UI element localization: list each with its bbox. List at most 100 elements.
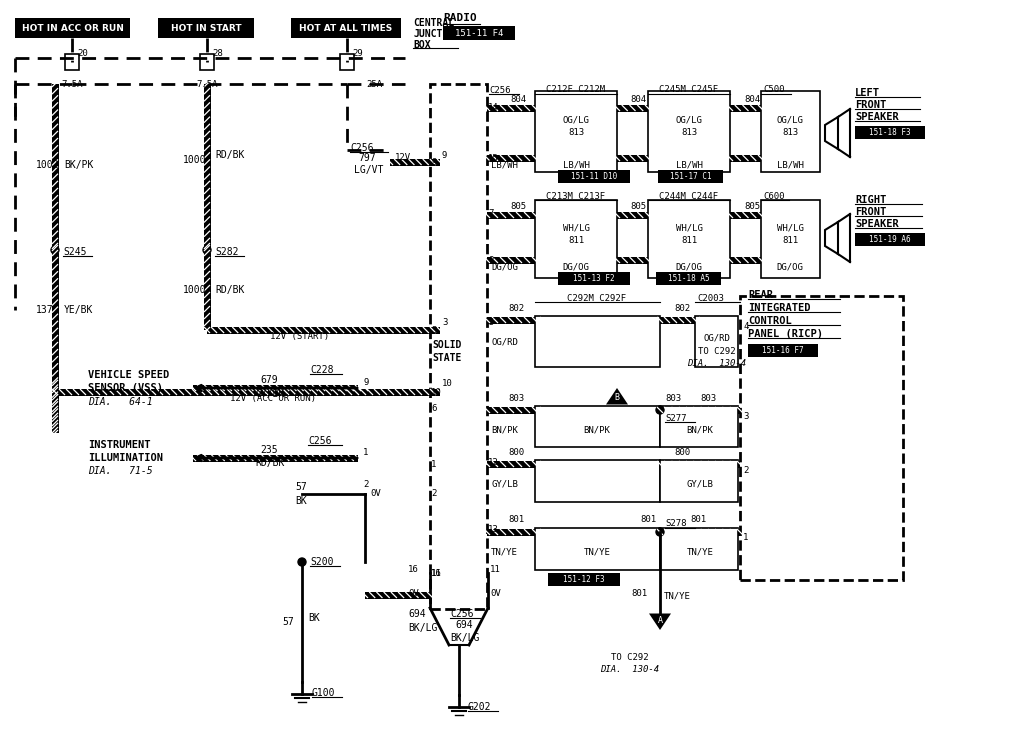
Bar (51, 84, 58, 248)
Bar (535, 460, 660, 502)
Text: 694: 694 (455, 620, 473, 630)
Text: 6: 6 (431, 403, 437, 412)
Text: 151-17 C1: 151-17 C1 (670, 172, 711, 181)
Bar (660, 529, 740, 536)
Text: RD/BK: RD/BK (215, 150, 244, 160)
Text: INSTRUMENT: INSTRUMENT (88, 440, 150, 450)
Text: 813: 813 (681, 127, 697, 136)
Text: 2: 2 (743, 465, 749, 474)
Text: 14: 14 (488, 102, 499, 111)
Text: JUNCTION: JUNCTION (413, 29, 460, 39)
Text: DG/OG: DG/OG (491, 263, 518, 272)
Bar (51, 253, 58, 430)
Polygon shape (825, 222, 838, 254)
Text: S282: S282 (215, 247, 238, 257)
Text: BK/LG: BK/LG (408, 623, 438, 633)
Bar (204, 253, 211, 330)
Circle shape (656, 406, 664, 414)
Bar (535, 200, 617, 278)
Text: 0V: 0V (490, 589, 500, 598)
Text: 801: 801 (640, 515, 656, 524)
Text: C256: C256 (450, 609, 474, 619)
Text: BOX: BOX (413, 40, 431, 50)
Text: BK: BK (308, 613, 320, 623)
Text: TN/YE: TN/YE (686, 548, 713, 557)
Text: 28: 28 (212, 49, 223, 58)
Text: 15: 15 (488, 153, 499, 162)
Text: DIA.  130-4: DIA. 130-4 (687, 358, 747, 367)
Bar (487, 105, 535, 111)
Text: PANEL (RICP): PANEL (RICP) (748, 329, 822, 339)
Text: 694: 694 (408, 609, 426, 619)
Bar (617, 257, 648, 263)
Text: 12V: 12V (395, 153, 411, 162)
Text: 803: 803 (700, 393, 716, 402)
Circle shape (656, 528, 664, 536)
Text: 805: 805 (630, 201, 647, 210)
Text: RIGHT: RIGHT (855, 195, 886, 205)
Text: C256: C256 (308, 436, 331, 446)
Bar (730, 105, 761, 111)
Text: BN/PK: BN/PK (686, 426, 713, 435)
Text: SPEAKER: SPEAKER (855, 219, 899, 229)
Text: 802: 802 (508, 304, 524, 313)
Polygon shape (649, 613, 671, 630)
Text: C228: C228 (310, 365, 333, 375)
Text: LB/WH: LB/WH (675, 161, 703, 170)
Text: 151-18 A5: 151-18 A5 (668, 274, 709, 283)
Text: WH/LG: WH/LG (776, 224, 803, 233)
Text: 151-11 D10: 151-11 D10 (571, 172, 617, 181)
Text: 7.5A: 7.5A (196, 79, 218, 88)
Text: 16: 16 (408, 565, 418, 574)
Text: GY/LB: GY/LB (491, 479, 518, 488)
Text: G202: G202 (468, 702, 491, 712)
Bar (207, 326, 440, 334)
Bar (617, 105, 648, 111)
Bar (660, 460, 738, 502)
Text: 813: 813 (568, 127, 584, 136)
Bar (487, 406, 535, 414)
Text: C213M C213F: C213M C213F (546, 191, 606, 200)
Text: 1: 1 (363, 447, 368, 456)
Text: BN/PK: BN/PK (583, 426, 611, 435)
Text: 813: 813 (782, 127, 798, 136)
Circle shape (298, 558, 306, 566)
Text: STATE: STATE (432, 353, 461, 363)
Text: C500: C500 (763, 85, 785, 94)
Text: 3: 3 (442, 317, 447, 326)
Text: 57: 57 (282, 617, 294, 627)
Bar (660, 406, 738, 447)
Text: SENSOR (VSS): SENSOR (VSS) (88, 383, 163, 393)
Bar (487, 257, 535, 263)
Bar (291, 18, 401, 38)
Bar (158, 18, 254, 38)
Text: 7: 7 (488, 209, 493, 218)
Text: LB/WH: LB/WH (563, 161, 589, 170)
Text: WH/LG: WH/LG (675, 224, 703, 233)
Text: C2003: C2003 (697, 293, 724, 302)
Bar (695, 316, 738, 367)
Bar (730, 257, 761, 263)
Text: 800: 800 (674, 447, 691, 456)
Text: WH/LG: WH/LG (563, 224, 589, 233)
Text: YE/BK: YE/BK (64, 305, 93, 315)
Text: 10: 10 (442, 378, 453, 387)
Bar (855, 233, 925, 246)
Bar (761, 91, 820, 172)
Text: GY/BK: GY/BK (255, 389, 284, 399)
Text: DIA.  130-4: DIA. 130-4 (601, 666, 660, 675)
Text: S200: S200 (310, 557, 333, 567)
Bar (193, 384, 358, 391)
Text: 9: 9 (431, 158, 437, 167)
Text: 1: 1 (431, 459, 437, 468)
Text: 2: 2 (363, 479, 368, 488)
Text: DG/OG: DG/OG (563, 263, 589, 272)
Bar (855, 126, 925, 139)
Bar (201, 54, 214, 70)
Bar (740, 296, 903, 580)
Text: 9: 9 (363, 378, 368, 387)
Text: 0V: 0V (408, 589, 418, 598)
Text: A: A (658, 616, 663, 625)
Bar (15, 18, 130, 38)
Text: 11: 11 (431, 568, 442, 577)
